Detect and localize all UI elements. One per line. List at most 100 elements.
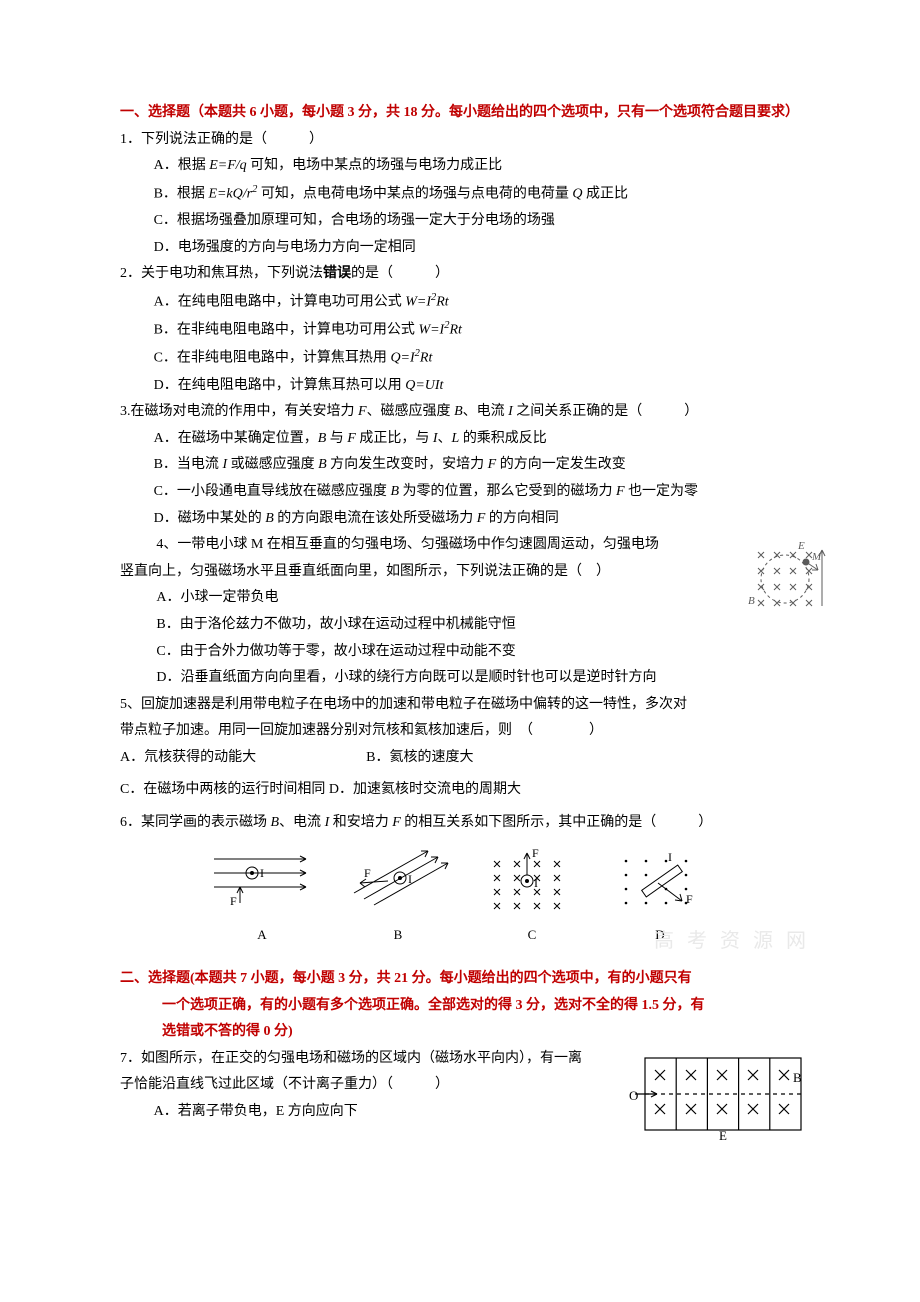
q4-fig-M: M	[811, 551, 822, 563]
q3-D-mid: 的方向跟电流在该处所受磁场力	[274, 511, 477, 526]
q2-C-pre: C．在非纯电阻电路中，计算焦耳热用	[154, 351, 391, 366]
q6-label-A: A	[210, 923, 314, 948]
q5-choice-C: C．在磁场中两核的运行时间相同	[120, 782, 325, 797]
section-1-header: 一、选择题（本题共 6 小题，每小题 3 分，共 18 分。每小题给出的四个选项…	[120, 100, 800, 127]
q6-fig-C: F I C	[482, 847, 582, 948]
q5-choice-D: D．加速氦核时交流电的周期大	[329, 782, 521, 797]
q3-A-tail: 的乘积成反比	[459, 431, 547, 446]
q6-label-D: D	[610, 923, 710, 948]
q6B-I: I	[408, 872, 412, 886]
q6-label-B: B	[342, 923, 454, 948]
q3-B-tail: 的方向一定发生改变	[496, 457, 626, 472]
q6-figures: I F A I F B	[120, 847, 800, 948]
q2-choice-A: A．在纯电阻电路中，计算电功可用公式 W=I2Rt	[120, 288, 800, 316]
q6C-I: I	[534, 876, 538, 890]
q3-sep2: 、电流	[463, 404, 509, 419]
q2-B-eq2: Rt	[449, 323, 461, 338]
q4-stem-l2: 竖直向上，匀强磁场水平且垂直纸面向里，如图所示，下列说法正确的是（ ）	[120, 559, 800, 586]
q3-choice-C: C．一小段通电直导线放在磁感应强度 B 为零的位置，那么它受到的磁场力 F 也一…	[120, 479, 800, 506]
q1-A-post: 可知，电场中某点的场强与电场力成正比	[247, 158, 503, 173]
q4-stem-l1: 4、一带电小球 M 在相互垂直的匀强电场、匀强磁场中作匀速圆周运动，匀强电场	[120, 532, 800, 559]
q6D-I: I	[668, 850, 672, 864]
q5-choices-AB: A．氘核获得的动能大 B．氦核的速度大	[120, 745, 800, 772]
q3-B-B: B	[318, 457, 327, 472]
q2-stem-pre: 2．关于电功和焦耳热，下列说法	[120, 266, 323, 281]
q1-choice-C: C．根据场强叠加原理可知，合电场的场强一定大于分电场的场强	[120, 208, 800, 235]
q7-block: 7．如图所示，在正交的匀强电场和磁场的区域内（磁场水平向内），有一离 子恰能沿直…	[120, 1046, 800, 1126]
q2-choice-B: B．在非纯电阻电路中，计算电功可用公式 W=I2Rt	[120, 316, 800, 344]
q3-C-F: F	[616, 484, 625, 499]
q2-choice-C: C．在非纯电阻电路中，计算焦耳热用 Q=I2Rt	[120, 344, 800, 372]
q5-stem-l2: 带点粒子加速。用同一回旋加速器分别对氘核和氦核加速后，则 （ ）	[120, 718, 800, 745]
q6A-I: I	[260, 866, 264, 880]
q2-stem-post: 的是（ ）	[351, 266, 449, 281]
q6-fig-A: I F A	[210, 847, 314, 948]
q3-stem-pre: 3.在磁场对电流的作用中，有关安培力	[120, 404, 358, 419]
q4-choice-B: B．由于洛伦兹力不做功，故小球在运动过程中机械能守恒	[120, 612, 800, 639]
q4-fig-E: E	[797, 540, 805, 552]
q3-sep1: 、磁感应强度	[367, 404, 455, 419]
q4-fig-B: B	[748, 595, 755, 607]
q3-A-F: F	[347, 431, 356, 446]
q4-choice-D: D．沿垂直纸面方向向里看，小球的绕行方向既可以是顺时针也可以是逆时针方向	[120, 665, 800, 692]
q6-F: F	[392, 815, 401, 830]
q7-figure: O B E	[627, 1052, 805, 1140]
q3-choice-B: B．当电流 I 或磁感应强度 B 方向发生改变时，安培力 F 的方向一定发生改变	[120, 452, 800, 479]
q6-stem: 6．某同学画的表示磁场 B、电流 I 和安培力 F 的相互关系如下图所示，其中正…	[120, 810, 800, 837]
q2-D-pre: D．在纯电阻电路中，计算焦耳热可以用	[154, 378, 406, 393]
q4-choice-C: C．由于合外力做功等于零，故小球在运动过程中动能不变	[120, 639, 800, 666]
q1-B-sym: Q	[572, 186, 582, 201]
q3-stem: 3.在磁场对电流的作用中，有关安培力 F、磁感应强度 B、电流 I 之间关系正确…	[120, 399, 800, 426]
q6-stem-post: 的相互关系如下图所示，其中正确的是（ ）	[401, 815, 713, 830]
q6D-F: F	[686, 892, 693, 906]
q1-A-pre: A．根据	[154, 158, 210, 173]
q7-fig-E: E	[719, 1128, 727, 1140]
q1-choice-D: D．电场强度的方向与电场力方向一定相同	[120, 235, 800, 262]
q3-B-mid2: 方向发生改变时，安培力	[327, 457, 488, 472]
q6B-F: F	[364, 866, 371, 880]
q3-C-mid: 为零的位置，那么它受到的磁场力	[399, 484, 616, 499]
q1-A-eq: E=F/q	[209, 158, 246, 173]
q6C-F: F	[532, 847, 539, 860]
q5-choice-A: A．氘核获得的动能大	[120, 750, 256, 765]
q3-B: B	[454, 404, 463, 419]
q3-D-pre: D．磁场中某处的	[154, 511, 266, 526]
q6-B: B	[271, 815, 280, 830]
q3-A-pre: A．在磁场中某确定位置，	[154, 431, 318, 446]
q3-A-sep: 、	[438, 431, 452, 446]
q4-block: 4、一带电小球 M 在相互垂直的匀强电场、匀强磁场中作匀速圆周运动，匀强电场 竖…	[120, 532, 800, 692]
q3-B-mid: 或磁感应强度	[227, 457, 318, 472]
q1-B-post: 可知，点电荷电场中某点的场强与点电荷的电荷量	[257, 186, 572, 201]
q6-fig-B: I F B	[342, 847, 454, 948]
q3-stem-post: 之间关系正确的是（ ）	[513, 404, 699, 419]
q3-A-mid2: 成正比，与	[356, 431, 433, 446]
q1-choice-B: B．根据 E=kQ/r2 可知，点电荷电场中某点的场强与点电荷的电荷量 Q 成正…	[120, 180, 800, 208]
section-2-header-l3: 选错或不答的得 0 分)	[120, 1019, 800, 1046]
q2-B-pre: B．在非纯电阻电路中，计算电功可用公式	[154, 323, 419, 338]
q4-choice-A: A．小球一定带负电	[120, 585, 800, 612]
q1-B-pre: B．根据	[154, 186, 209, 201]
q2-choice-D: D．在纯电阻电路中，计算焦耳热可以用 Q=UIt	[120, 373, 800, 400]
q2-B-eq1: W=I	[418, 323, 444, 338]
q5-choice-B: B．氦核的速度大	[366, 750, 473, 765]
section-2-header-l1: 二、选择题(本题共 7 小题，每小题 3 分，共 21 分。每小题给出的四个选项…	[120, 966, 800, 993]
q2-A-eq1: W=I	[405, 294, 431, 309]
q2-stem-err: 错误	[323, 266, 351, 281]
q3-A-mid: 与	[326, 431, 347, 446]
section-2-header-l2: 一个选项正确，有的小题有多个选项正确。全部选对的得 3 分，选对不全的得 1.5…	[120, 993, 800, 1020]
q1-B-eq: E=kQ/r	[208, 186, 252, 201]
q2-A-pre: A．在纯电阻电路中，计算电功可用公式	[154, 294, 406, 309]
q2-A-eq2: Rt	[436, 294, 448, 309]
q6-stem-pre: 6．某同学画的表示磁场	[120, 815, 271, 830]
q3-C-tail: 也一定为零	[625, 484, 699, 499]
q3-C-B: B	[390, 484, 399, 499]
q1-B-tail: 成正比	[582, 186, 628, 201]
q6-label-C: C	[482, 923, 582, 948]
q3-C-pre: C．一小段通电直导线放在磁感应强度	[154, 484, 391, 499]
q1-stem: 1．下列说法正确的是（ ）	[120, 127, 800, 154]
q3-choice-A: A．在磁场中某确定位置，B 与 F 成正比，与 I、L 的乘积成反比	[120, 426, 800, 453]
q6-mid1: 、电流	[279, 815, 325, 830]
q2-C-eq1: Q=I	[390, 351, 414, 366]
q5-choices-CD: C．在磁场中两核的运行时间相同 D．加速氦核时交流电的周期大	[120, 777, 800, 804]
q7-fig-O: O	[629, 1088, 638, 1103]
